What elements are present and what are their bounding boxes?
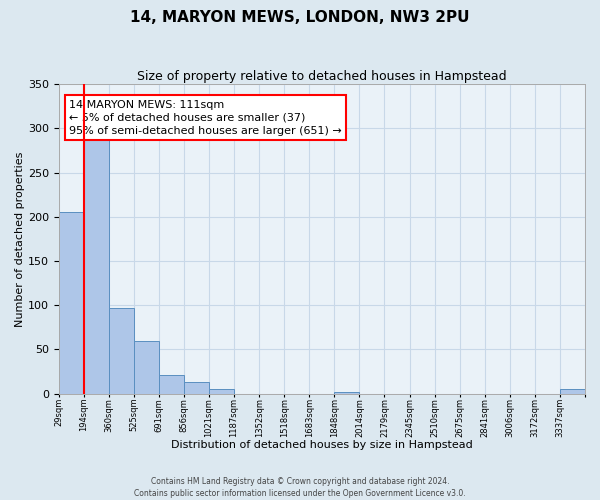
Text: Contains HM Land Registry data © Crown copyright and database right 2024.
Contai: Contains HM Land Registry data © Crown c…: [134, 476, 466, 498]
Bar: [159, 375, 184, 394]
Bar: [184, 382, 209, 394]
Title: Size of property relative to detached houses in Hampstead: Size of property relative to detached ho…: [137, 70, 506, 83]
Text: 14, MARYON MEWS, LONDON, NW3 2PU: 14, MARYON MEWS, LONDON, NW3 2PU: [130, 10, 470, 25]
Text: 14 MARYON MEWS: 111sqm
← 5% of detached houses are smaller (37)
95% of semi-deta: 14 MARYON MEWS: 111sqm ← 5% of detached …: [69, 100, 342, 136]
Bar: [134, 340, 159, 394]
Bar: [209, 390, 234, 394]
Bar: [59, 212, 83, 394]
Y-axis label: Number of detached properties: Number of detached properties: [15, 151, 25, 326]
Bar: [109, 308, 134, 394]
X-axis label: Distribution of detached houses by size in Hampstead: Distribution of detached houses by size …: [171, 440, 473, 450]
Bar: [83, 137, 109, 394]
Bar: [560, 390, 585, 394]
Bar: [334, 392, 359, 394]
